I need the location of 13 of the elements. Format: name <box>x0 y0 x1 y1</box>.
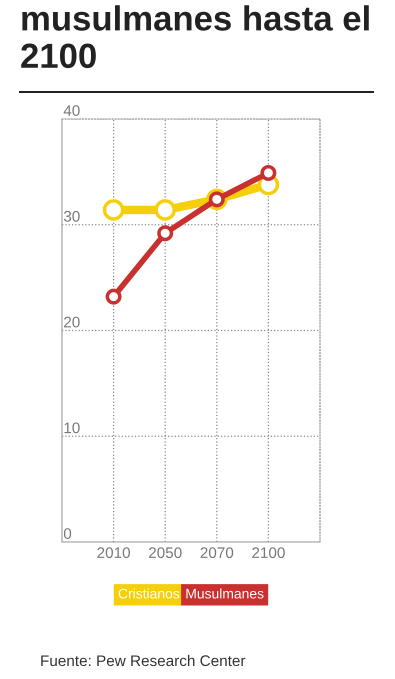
y-tick-label: 40 <box>64 105 80 116</box>
text: Cristianos <box>118 588 180 599</box>
y-tick-label: 30 <box>64 210 80 222</box>
x-tick-label: 2070 <box>200 547 234 558</box>
x-tick-label: 2010 <box>97 547 130 558</box>
x-tick-label: 2050 <box>148 547 182 558</box>
chart-title: musulmanes hasta el 2100 <box>21 5 369 68</box>
y-tick-label: 10 <box>64 422 80 434</box>
source-note: Fuente: Pew Research Center <box>41 654 246 666</box>
y-tick-label: 0 <box>64 528 72 539</box>
y-tick-label: 20 <box>64 316 80 328</box>
text: Musulmanes <box>186 588 264 599</box>
x-tick-label: 2100 <box>252 547 285 558</box>
